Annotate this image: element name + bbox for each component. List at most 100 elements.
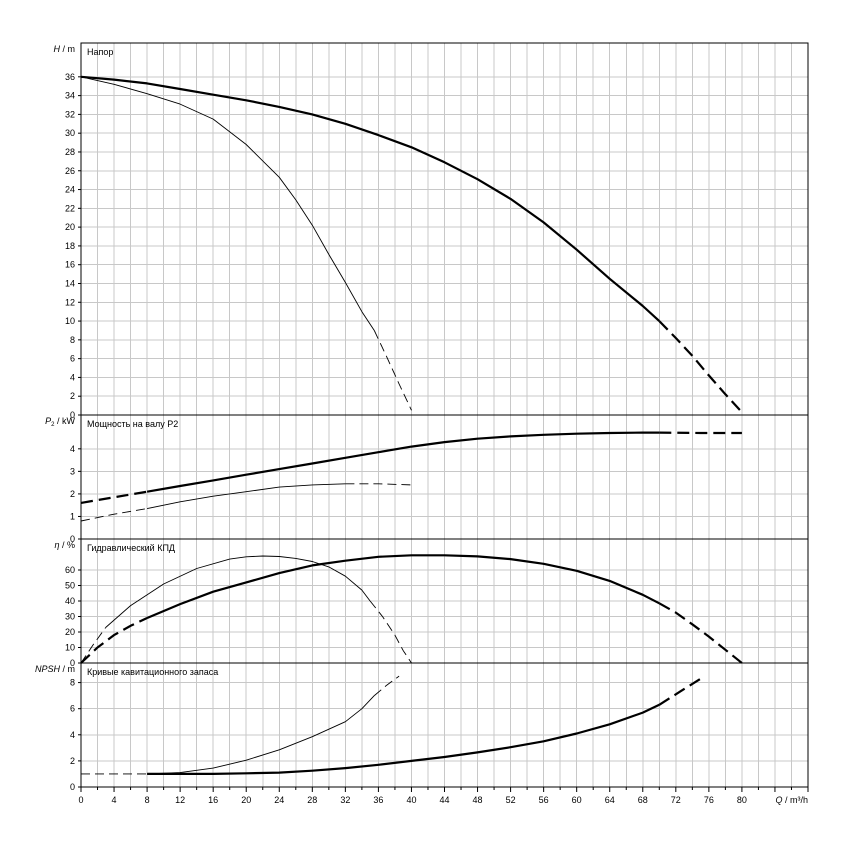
head-curve-thin-dashed — [373, 330, 412, 411]
efficiency-curve-thick-dashed — [80, 617, 148, 664]
power-ytick-label: 3 — [70, 466, 75, 476]
head-curve-thick-dashed — [658, 320, 743, 413]
x-tick-label: 0 — [78, 795, 83, 805]
npsh-ytick-label: 6 — [70, 704, 75, 714]
head-ytick-label: 10 — [65, 316, 75, 326]
power-curve-thin-dashed — [80, 508, 148, 522]
npsh-curve-thin-dashed — [374, 675, 400, 696]
npsh-ytick-label: 8 — [70, 678, 75, 688]
npsh-ylabel-unit: / m — [60, 664, 75, 674]
efficiency-curve-thin-solid — [105, 555, 371, 628]
x-axis-label: Q / m³/h — [775, 795, 808, 805]
power-curve-thick-solid — [146, 431, 660, 493]
efficiency-ytick-label: 40 — [65, 596, 75, 606]
power-curve-thin-dashed — [345, 483, 412, 486]
head-ytick-label: 32 — [65, 109, 75, 119]
head-curve-thick-solid — [80, 75, 661, 322]
head-ytick-label: 14 — [65, 278, 75, 288]
power-ylabel-subscript: 2 — [51, 422, 55, 428]
efficiency-title: Гидравлический КПД — [87, 543, 175, 553]
x-tick-label: 4 — [112, 795, 117, 805]
power-ylabel: P2 / kW — [45, 416, 75, 428]
power-title: Мощность на валу P2 — [87, 419, 178, 429]
x-axis: 0 4 8 12 16 20 24 28 32 36 40 44 48 52 56 60 64 68 72 76 80 Q… — [78, 787, 809, 805]
npsh-curve-thick-dashed — [658, 677, 702, 706]
efficiency-ytick-label: 60 — [65, 565, 75, 575]
npsh-title: Кривые кавитационного запаса — [87, 667, 218, 677]
head-ytick-label: 34 — [65, 91, 75, 101]
npsh-panel: 0 2 4 6 8 Кривые кавитационного запаса NPSH / … — [35, 662, 809, 792]
npsh-curve-thick-solid — [147, 703, 660, 776]
x-tick-label: 56 — [539, 795, 549, 805]
x-tick-label: 64 — [605, 795, 615, 805]
head-ytick-label: 8 — [70, 335, 75, 345]
power-ytick-label: 0 — [70, 534, 75, 544]
x-tick-label: 40 — [406, 795, 416, 805]
power-ytick-label: 2 — [70, 489, 75, 499]
x-tick-label: 8 — [145, 795, 150, 805]
head-ytick-label: 36 — [65, 72, 75, 82]
npsh-ylabel: NPSH / m — [35, 664, 75, 674]
head-ytick-label: 22 — [65, 203, 75, 213]
efficiency-curve-thin-dashed — [80, 627, 107, 664]
efficiency-ylabel: η / % — [54, 540, 75, 550]
efficiency-ytick-label: 50 — [65, 581, 75, 591]
head-ytick-label: 30 — [65, 128, 75, 138]
x-tick-label: 20 — [241, 795, 251, 805]
x-tick-label: 68 — [638, 795, 648, 805]
x-tick-label: 52 — [506, 795, 516, 805]
head-ylabel-unit: / m — [60, 44, 75, 54]
power-curve-thick-dashed — [80, 490, 148, 504]
head-ytick-label: 18 — [65, 241, 75, 251]
x-tick-label: 48 — [473, 795, 483, 805]
x-tick-label: 44 — [439, 795, 449, 805]
head-ytick-label: 6 — [70, 354, 75, 364]
head-ytick-label: 24 — [65, 185, 75, 195]
efficiency-ytick-label: 0 — [70, 658, 75, 668]
x-tick-label: 16 — [208, 795, 218, 805]
head-ytick-label: 2 — [70, 391, 75, 401]
efficiency-curve-thin-dashed — [369, 600, 412, 664]
efficiency-curve-thick-dashed — [658, 602, 743, 664]
x-tick-label: 80 — [737, 795, 747, 805]
npsh-curve-thin-solid — [147, 695, 375, 775]
head-title: Напор — [87, 47, 113, 57]
x-axis-label-symbol: Q — [775, 795, 782, 805]
npsh-ytick-label: 2 — [70, 756, 75, 766]
power-ylabel-unit: / kW — [55, 416, 76, 426]
head-ytick-label: 4 — [70, 372, 75, 382]
head-curve-thin-solid — [80, 76, 375, 331]
head-ytick-label: 16 — [65, 260, 75, 270]
x-tick-label: 72 — [671, 795, 681, 805]
efficiency-panel: 0 10 20 30 40 50 60 Гидравлический КПД η / % — [54, 538, 809, 668]
head-ylabel: H / m — [54, 44, 76, 54]
head-ylabel-symbol: H — [54, 44, 61, 54]
efficiency-ytick-label: 30 — [65, 612, 75, 622]
chart-panels: 024681012141618202224262830323436НапорH … — [35, 42, 809, 792]
x-axis-label-unit: / m³/h — [782, 795, 808, 805]
efficiency-ytick-label: 10 — [65, 643, 75, 653]
x-tick-label: 24 — [274, 795, 284, 805]
efficiency-ylabel-symbol: η — [54, 540, 59, 550]
head-ytick-label: 28 — [65, 147, 75, 157]
x-tick-label: 76 — [704, 795, 714, 805]
power-curve-thin-solid — [147, 483, 346, 510]
x-tick-label: 12 — [175, 795, 185, 805]
head-ytick-label: 0 — [70, 410, 75, 420]
head-ytick-label: 26 — [65, 166, 75, 176]
power-ylabel-symbol: P — [45, 416, 51, 426]
x-tick-label: 60 — [572, 795, 582, 805]
head-panel: 024681012141618202224262830323436НапорH … — [54, 42, 809, 420]
x-tick-label: 32 — [340, 795, 350, 805]
x-tick-label: 36 — [373, 795, 383, 805]
efficiency-ylabel-unit: / % — [59, 540, 75, 550]
head-ytick-label: 20 — [65, 222, 75, 232]
npsh-ytick-label: 4 — [70, 730, 75, 740]
head-ytick-label: 12 — [65, 297, 75, 307]
power-ytick-label: 1 — [70, 511, 75, 521]
efficiency-curve-thick-solid — [146, 554, 660, 620]
npsh-ytick-label: 0 — [70, 782, 75, 792]
efficiency-ytick-label: 20 — [65, 627, 75, 637]
